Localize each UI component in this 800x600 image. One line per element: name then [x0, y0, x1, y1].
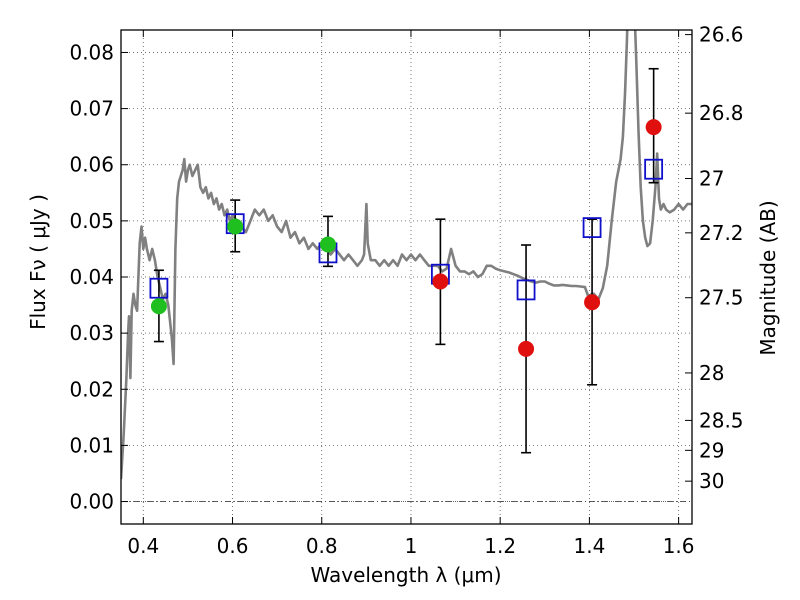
model-spectrum-line — [121, 30, 692, 480]
model-flux-box — [516, 279, 536, 301]
magnitude-tick-label: 27.2 — [699, 221, 744, 245]
model-flux-box — [644, 158, 664, 180]
measured-points — [150, 119, 662, 357]
y-tick-labels: 0.00 0.01 0.02 0.03 0.04 0.05 0.06 0.07 0.08 — [69, 40, 114, 513]
x-tick-label: 0.6 — [217, 534, 249, 558]
red-data-point — [645, 119, 662, 136]
magnitude-tick-label: 30 — [699, 469, 724, 493]
y-tick-label: 0.02 — [69, 377, 114, 401]
green-data-point — [150, 298, 167, 315]
x-tick-label: 1.6 — [663, 534, 695, 558]
red-data-point — [584, 294, 601, 311]
x-tick-label: 1.4 — [573, 534, 605, 558]
magnitude-tick-label: 29 — [699, 438, 724, 462]
magnitude-tick-label: 27 — [699, 166, 724, 190]
x-tick-label: 1.2 — [484, 534, 516, 558]
x-tick-labels: 0.4 0.6 0.8 1 1.2 1.4 1.6 — [127, 534, 694, 558]
grid-lines — [121, 30, 692, 524]
y-axis-title: Flux Fν ( μJy ) — [26, 194, 50, 330]
magnitude-tick-label: 28.5 — [699, 408, 744, 432]
y-tick-label: 0.06 — [69, 153, 114, 177]
axis-ticks — [121, 30, 692, 524]
right-axis-title: Magnitude (AB) — [756, 200, 780, 355]
y-tick-label: 0.05 — [69, 209, 114, 233]
magnitude-tick-label: 27.5 — [699, 286, 744, 310]
plot-frame — [120, 29, 693, 525]
y-tick-label: 0.04 — [69, 265, 114, 289]
y-tick-label: 0.07 — [69, 97, 114, 121]
x-tick-label: 0.4 — [127, 534, 159, 558]
model-flux-box — [582, 217, 602, 239]
magnitude-tick-label: 26.6 — [699, 23, 744, 47]
magnitude-tick-label: 28 — [699, 361, 724, 385]
sed-model-curve — [121, 30, 692, 480]
magnitude-tick-label: 26.8 — [699, 101, 744, 125]
y-tick-label: 0.01 — [69, 433, 114, 457]
y-tick-label: 0.08 — [69, 40, 114, 64]
x-axis-title: Wavelength λ (μm) — [310, 563, 501, 587]
green-data-point — [227, 218, 244, 235]
y-tick-label: 0.00 — [69, 490, 114, 514]
model-flux-boxes — [149, 158, 664, 301]
y-tick-label: 0.03 — [69, 321, 114, 345]
red-data-point — [432, 273, 449, 290]
x-tick-label: 0.8 — [306, 534, 338, 558]
x-tick-label: 1 — [405, 534, 418, 558]
red-data-point — [518, 340, 535, 357]
magnitude-tick-labels: 26.6 26.8 27 27.2 27.5 28 28.5 29 30 — [699, 23, 744, 494]
green-data-point — [319, 236, 336, 253]
model-flux-box — [149, 277, 169, 299]
